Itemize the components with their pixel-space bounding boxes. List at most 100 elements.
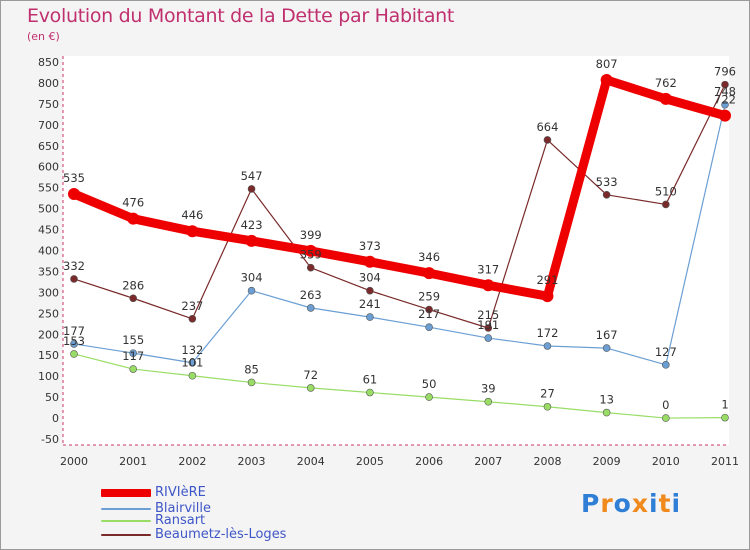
y-tick-label: 550 [38,182,59,195]
logo-letter: x [631,489,649,518]
logo-letter: r [600,489,614,518]
data-point [129,365,137,373]
data-point [662,361,670,369]
series-line [73,353,726,419]
data-point [70,340,78,348]
data-label: 215 [477,308,499,322]
data-point [188,358,197,367]
y-tick-label: 200 [38,328,59,341]
data-point [129,349,137,357]
x-tick-label: 2011 [711,455,739,468]
data-label: 533 [596,175,618,189]
data-point [366,313,374,321]
data-point [70,350,78,358]
data-point [425,323,433,331]
data-point [363,255,376,268]
data-point [70,275,78,283]
data-label: 807 [596,57,618,71]
data-label: 1 [721,398,728,412]
data-label: 722 [714,93,736,107]
data-label: 359 [300,248,322,262]
data-point [245,234,258,247]
data-point [306,304,315,312]
data-label: 263 [300,288,322,302]
data-label: 117 [122,349,144,363]
x-tick-label: 2007 [474,455,502,468]
data-label: 535 [63,171,85,185]
data-label: 0 [662,398,669,412]
y-tick-label: 700 [38,119,59,132]
data-label: 177 [63,324,85,338]
y-tick-label: 600 [38,161,59,174]
data-label: 191 [477,318,499,332]
data-point [662,200,670,209]
data-point [602,190,611,199]
y-tick-label: -50 [41,433,59,446]
data-label: 304 [359,271,381,285]
x-tick-label: 2010 [652,455,680,468]
data-point [129,294,137,303]
x-tick-label: 2002 [178,455,206,468]
logo-letter: i [649,489,659,518]
data-point [659,92,672,105]
y-tick-label: 350 [38,265,59,278]
data-point [425,393,433,401]
legend-swatch-riviere [101,489,151,497]
data-point [721,80,729,89]
data-point [127,212,140,225]
y-tick-label: 250 [38,307,59,320]
data-point [68,187,80,200]
y-tick-label: 0 [52,412,59,425]
legend-label-riviere: RIVIèRE [155,485,206,500]
data-label: 39 [481,382,496,396]
data-label: 346 [418,250,440,264]
y-tick-label: 850 [38,56,59,69]
y-tick-label: 800 [38,77,59,90]
logo-letter: o [613,489,632,518]
data-label: 259 [418,290,440,304]
chart-subtitle: (en €) [27,30,60,43]
data-label: 61 [363,373,378,387]
data-label: 101 [181,356,203,370]
x-tick-label: 2009 [593,455,621,468]
data-label: 304 [241,271,263,285]
data-point [366,286,374,295]
legend-swatch-blairville [101,508,151,510]
data-label: 446 [181,208,203,222]
data-label: 286 [122,278,144,292]
data-point [304,244,317,257]
data-label: 167 [596,328,618,342]
plot-area [63,56,729,445]
logo-letter: i [671,489,682,518]
data-label: 547 [241,169,263,183]
data-point [541,290,554,303]
x-tick-label: 2000 [60,455,88,468]
data-label: 423 [241,218,263,232]
data-point [721,100,729,109]
data-point [602,408,611,417]
data-label: 748 [714,85,736,99]
data-label: 172 [536,326,558,340]
series-line [73,84,726,329]
legend-label-ransart: Ransart [155,513,206,528]
data-point [423,267,436,280]
x-tick-label: 2006 [415,455,443,468]
data-label: 132 [181,343,203,357]
legend-swatch-ransart [101,520,151,522]
data-point [247,378,256,387]
data-point [306,263,315,272]
x-tick-label: 2001 [119,455,147,468]
y-tick-label: 100 [38,370,59,383]
data-point [247,185,256,193]
data-label: 476 [122,196,144,210]
data-point [484,324,493,332]
data-point [543,136,552,144]
data-label: 317 [477,262,499,276]
y-tick-label: 500 [38,203,59,216]
legend-swatch-beaumetz [101,534,151,536]
data-label: 241 [359,297,381,311]
data-point [543,402,552,411]
data-point [600,74,613,87]
data-label: 510 [655,184,677,198]
